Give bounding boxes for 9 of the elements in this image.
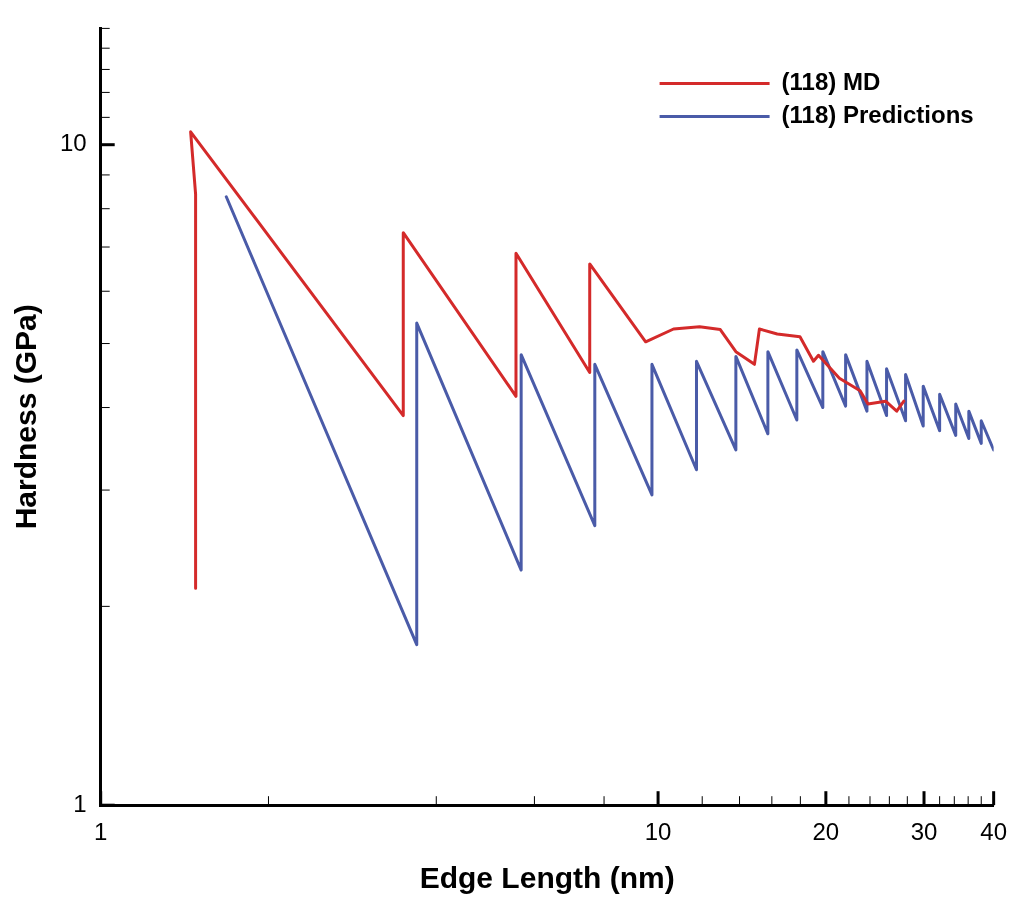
x-tick-label: 40 — [980, 818, 1007, 846]
x-tick-label: 20 — [812, 818, 840, 846]
x-axis-title: Edge Length (nm) — [419, 861, 675, 895]
legend-label: (118) MD — [781, 68, 881, 96]
x-tick-label: 1 — [94, 818, 108, 846]
y-axis-title: Hardness (GPa) — [9, 304, 43, 530]
x-tick-label: 10 — [644, 818, 672, 846]
x-tick-label: 30 — [910, 818, 938, 846]
legend-label: (118) Predictions — [781, 101, 974, 129]
